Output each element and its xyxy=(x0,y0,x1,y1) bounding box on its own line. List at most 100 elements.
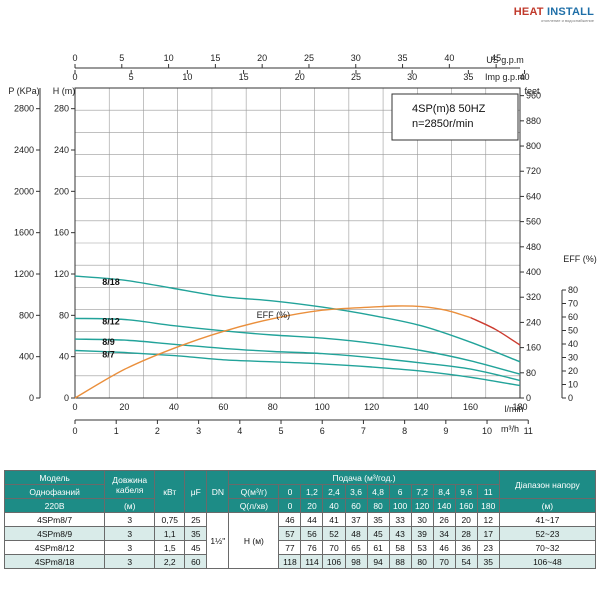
model-name: 4SPm8/9 xyxy=(3,526,106,541)
feet-axis-tick-label: 320 xyxy=(526,292,541,302)
m3h-axis-tick-label: 3 xyxy=(196,426,201,436)
flow-m3-value: 2,4 xyxy=(322,484,346,499)
brand-name: HEAT INSTALL xyxy=(514,6,594,18)
head-value: 17 xyxy=(476,526,500,541)
us-gpm-axis-label: US g.p.m xyxy=(486,55,524,65)
table-row: 4SPm8/7 3 0,75 25 1½" H (м) 46 44 41 37 35 33 30 26 20… xyxy=(3,512,597,569)
eff-axis-tick-label: 70 xyxy=(568,299,578,309)
head-axis-label: H (m) xyxy=(53,86,76,96)
power-kw: 1,1 xyxy=(154,526,186,541)
cable-length: 3 xyxy=(104,526,156,541)
capacitor-uf: 25 xyxy=(184,512,208,527)
feet-axis-tick-label: 560 xyxy=(526,217,541,227)
flow-m3-value: 4,8 xyxy=(366,484,390,499)
head-axis-tick-label: 40 xyxy=(59,352,69,362)
brand-logo: HEAT INSTALL отопление и водоснабжение xyxy=(514,6,594,23)
head-axis-tick-label: 200 xyxy=(54,186,69,196)
eff-axis-tick-label: 50 xyxy=(568,326,578,336)
flow-m3-value: 7,2 xyxy=(410,484,434,499)
imp-gpm-axis-tick-label: 40 xyxy=(520,72,530,82)
pressure-axis-tick-label: 2800 xyxy=(14,104,34,114)
series-label: 8/18 xyxy=(102,277,120,287)
hdr-dn: DN xyxy=(206,470,230,513)
info-box-line: n=2850r/min xyxy=(412,118,473,130)
head-value: 35 xyxy=(366,512,390,527)
hdr-q-m3: Q(м³/г) xyxy=(228,484,280,499)
head-value: 23 xyxy=(476,540,500,555)
lmin-axis-tick-label: 100 xyxy=(315,402,330,412)
power-kw: 1,5 xyxy=(154,540,186,555)
eff-axis-tick-label: 40 xyxy=(568,339,578,349)
head-value: 30 xyxy=(410,512,434,527)
eff-axis-tick-label: 80 xyxy=(568,285,578,295)
pressure-axis-tick-label: 2400 xyxy=(14,145,34,155)
flow-m3-value: 9,6 xyxy=(454,484,478,499)
m3h-axis-tick-label: 8 xyxy=(402,426,407,436)
head-value: 45 xyxy=(366,526,390,541)
us-gpm-axis-tick-label: 10 xyxy=(164,53,174,63)
head-value: 43 xyxy=(388,526,412,541)
feet-axis-tick-label: 160 xyxy=(526,343,541,353)
lmin-axis-tick-label: 20 xyxy=(119,402,129,412)
info-box-line: 4SP(m)8 50HZ xyxy=(412,103,486,115)
us-gpm-axis-tick-label: 0 xyxy=(72,53,77,63)
imp-gpm-axis-tick-label: 10 xyxy=(182,72,192,82)
brand-name-part2: INSTALL xyxy=(543,6,594,18)
head-value: 46 xyxy=(278,512,302,527)
head-value: 70 xyxy=(322,540,346,555)
head-range: 41~17 xyxy=(498,512,597,527)
imp-gpm-axis-tick-label: 35 xyxy=(463,72,473,82)
us-gpm-axis-tick-label: 40 xyxy=(444,53,454,63)
us-gpm-axis-tick-label: 15 xyxy=(210,53,220,63)
feet-axis-tick-label: 880 xyxy=(526,116,541,126)
table-header-row: 220В (м) Q(л/хв) 0 20 40 60 80 100 120 140 160 180 (м… xyxy=(3,498,597,513)
head-value: 36 xyxy=(454,540,478,555)
feet-axis-tick-label: 480 xyxy=(526,242,541,252)
feet-axis-tick-label: 240 xyxy=(526,317,541,327)
hdr-cable-unit: (м) xyxy=(104,498,156,513)
us-gpm-axis-tick-label: 5 xyxy=(119,53,124,63)
head-value: 58 xyxy=(388,540,412,555)
head-value: 80 xyxy=(410,554,434,569)
pressure-axis-tick-label: 2000 xyxy=(14,186,34,196)
head-value: 57 xyxy=(278,526,302,541)
flow-l-value: 0 xyxy=(278,498,302,513)
pressure-axis-tick-label: 800 xyxy=(19,310,34,320)
head-value: 88 xyxy=(388,554,412,569)
feet-axis-tick-label: 640 xyxy=(526,191,541,201)
head-value: 41 xyxy=(322,512,346,527)
m3h-axis-tick-label: 10 xyxy=(482,426,492,436)
m3h-axis-tick-label: 4 xyxy=(237,426,242,436)
feet-axis-label: feet xyxy=(524,86,540,96)
us-gpm-axis-tick-label: 20 xyxy=(257,53,267,63)
brand-tagline: отопление и водоснабжение xyxy=(540,18,594,23)
series-label: 8/12 xyxy=(102,316,120,326)
hdr-q-l: Q(л/хв) xyxy=(228,498,280,513)
capacitor-uf: 60 xyxy=(184,554,208,569)
us-gpm-axis-tick-label: 25 xyxy=(304,53,314,63)
head-value: 106 xyxy=(322,554,346,569)
model-name: 4SPm8/18 xyxy=(3,554,106,569)
flow-l-value: 20 xyxy=(300,498,324,513)
imp-gpm-axis-tick-label: 0 xyxy=(72,72,77,82)
m3h-axis-tick-label: 7 xyxy=(361,426,366,436)
pressure-axis-label: P (KPa) xyxy=(8,86,39,96)
us-gpm-axis-tick-label: 30 xyxy=(351,53,361,63)
flow-m3-value: 8,4 xyxy=(432,484,456,499)
lmin-axis-tick-label: 0 xyxy=(72,402,77,412)
feet-axis-tick-label: 800 xyxy=(526,141,541,151)
series-label: 8/9 xyxy=(102,337,115,347)
hdr-flow: Подача (м³/год.) xyxy=(228,470,500,485)
hdr-range-unit: (м) xyxy=(498,498,597,513)
head-value: 61 xyxy=(366,540,390,555)
flow-l-value: 80 xyxy=(366,498,390,513)
series-line-eff xyxy=(74,305,471,399)
head-range: 106~48 xyxy=(498,554,597,569)
head-value: 118 xyxy=(278,554,302,569)
head-value: 98 xyxy=(344,554,368,569)
head-label: H (м) xyxy=(228,512,280,569)
head-value: 33 xyxy=(388,512,412,527)
head-axis-tick-label: 280 xyxy=(54,104,69,114)
flow-l-value: 40 xyxy=(322,498,346,513)
